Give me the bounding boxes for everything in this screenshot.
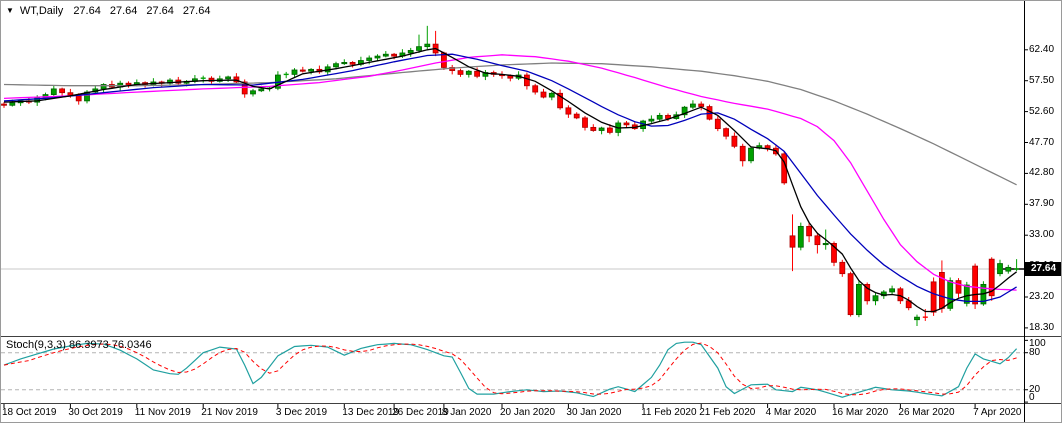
- stoch-axis[interactable]: 100 80 20 0: [1024, 337, 1061, 403]
- date-tick-label: 21 Nov 2019: [201, 407, 258, 418]
- date-tick-label: 30 Oct 2019: [68, 407, 123, 418]
- price-tick-label: 23.20: [1029, 290, 1055, 302]
- price-tick-label: 37.90: [1029, 198, 1055, 210]
- date-tick-label: 8 Jan 2020: [441, 407, 492, 418]
- indicator-label: Stoch(9,3,3) 86.3973 76.0346: [6, 339, 152, 351]
- stoch-level-label: 80: [1029, 346, 1041, 358]
- price-tick-label: 57.50: [1029, 74, 1055, 86]
- stoch-level-label: 20: [1029, 383, 1041, 395]
- date-tick-label: 26 Dec 2019: [392, 407, 449, 418]
- date-tick-label: 21 Feb 2020: [699, 407, 756, 418]
- ohlc-close: 27.64: [182, 5, 211, 17]
- price-tick-label: 18.30: [1029, 321, 1055, 333]
- ohlc-open: 27.64: [73, 5, 101, 17]
- price-tick-label: 42.80: [1029, 167, 1055, 179]
- date-tick-label: 11 Nov 2019: [134, 407, 191, 418]
- symbol-dropdown-icon[interactable]: ▼: [6, 6, 14, 15]
- date-tick-label: 3 Dec 2019: [275, 407, 328, 418]
- date-tick-label: 18 Oct 2019: [2, 407, 57, 418]
- last-price-tag: 27.64: [1025, 262, 1061, 276]
- price-tick-label: 47.70: [1029, 136, 1055, 148]
- date-tick-label: 11 Feb 2020: [641, 407, 697, 418]
- date-tick-label: 26 Mar 2020: [898, 407, 955, 418]
- price-tick-label: 33.00: [1029, 229, 1055, 241]
- ohlc-low: 27.64: [146, 5, 174, 17]
- date-tick-label: 4 Mar 2020: [765, 407, 817, 418]
- date-tick-label: 7 Apr 2020: [973, 407, 1022, 418]
- stoch-level-label: 0: [1029, 392, 1035, 403]
- time-axis[interactable]: 18 Oct 2019 30 Oct 2019 11 Nov 2019 21 N…: [1, 404, 1061, 422]
- price-tick-label: 62.40: [1029, 43, 1055, 55]
- stoch-level-label: 100: [1029, 338, 1046, 349]
- chart-header: ▼ WT,Daily 27.64 27.64 27.64 27.64: [6, 5, 219, 17]
- date-tick-label: 13 Dec 2019: [342, 407, 400, 418]
- date-tick-label: 30 Jan 2020: [566, 407, 622, 418]
- date-tick-label: 16 Mar 2020: [832, 407, 889, 418]
- price-tick-label: 52.60: [1029, 105, 1055, 117]
- ohlc-high: 27.64: [109, 5, 138, 17]
- price-axis[interactable]: 62.40 57.50 52.60 47.70 42.80 37.90 33.0…: [1024, 1, 1061, 336]
- symbol-period-label: WT,Daily: [19, 5, 64, 17]
- date-tick-label: 20 Jan 2020: [500, 407, 556, 418]
